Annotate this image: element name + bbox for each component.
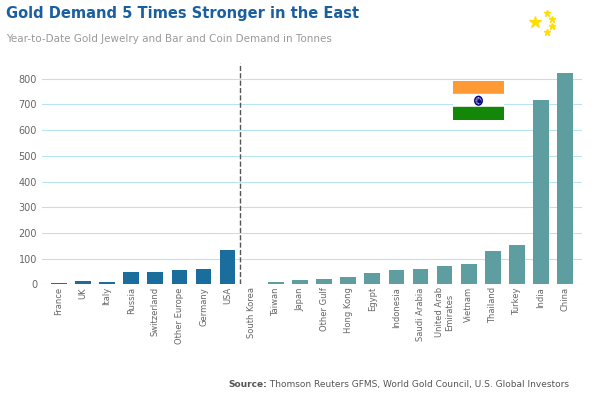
Text: Gold Demand 5 Times Stronger in the East: Gold Demand 5 Times Stronger in the East bbox=[6, 6, 359, 21]
Bar bbox=[340, 276, 356, 284]
Bar bbox=[413, 269, 428, 284]
Bar bbox=[453, 81, 504, 94]
Text: Thomson Reuters GFMS, World Gold Council, U.S. Global Investors: Thomson Reuters GFMS, World Gold Council… bbox=[267, 380, 569, 389]
Bar bbox=[172, 270, 187, 284]
Bar bbox=[485, 251, 500, 284]
Bar bbox=[196, 269, 211, 284]
Bar bbox=[268, 282, 284, 284]
Bar bbox=[148, 271, 163, 284]
Bar bbox=[533, 100, 549, 284]
Bar bbox=[461, 264, 476, 284]
Bar bbox=[453, 107, 504, 120]
Bar bbox=[509, 245, 525, 284]
Bar bbox=[51, 283, 67, 284]
Bar bbox=[453, 94, 504, 107]
Text: Year-to-Date Gold Jewelry and Bar and Coin Demand in Tonnes: Year-to-Date Gold Jewelry and Bar and Co… bbox=[6, 34, 332, 43]
Bar bbox=[75, 281, 91, 284]
Bar bbox=[437, 266, 452, 284]
Bar bbox=[389, 270, 404, 284]
Bar bbox=[99, 282, 115, 284]
Text: Source:: Source: bbox=[228, 380, 267, 389]
Bar bbox=[316, 279, 332, 284]
Bar bbox=[292, 280, 308, 284]
Bar bbox=[220, 250, 235, 284]
Bar bbox=[557, 73, 573, 284]
Bar bbox=[124, 272, 139, 284]
Bar bbox=[364, 273, 380, 284]
